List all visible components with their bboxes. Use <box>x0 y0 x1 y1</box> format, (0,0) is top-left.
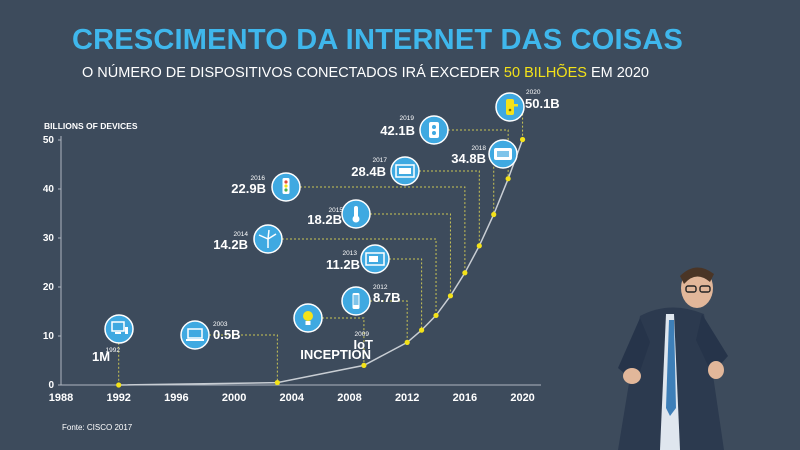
leader-line <box>282 238 437 316</box>
x-tick-label: 2020 <box>510 392 534 404</box>
value-label: 1M <box>92 349 110 364</box>
year-label: 2017 <box>373 157 388 164</box>
subtitle-highlight: 50 BILHÕES <box>503 65 587 81</box>
data-point <box>116 382 122 388</box>
data-point <box>476 243 482 249</box>
year-label: 2015 <box>329 207 344 214</box>
leader-line <box>370 213 451 296</box>
year-label: 2014 <box>234 231 249 238</box>
leader-line <box>419 170 480 246</box>
door-lock-icon <box>506 99 518 115</box>
value-label: 8.7B <box>373 290 400 305</box>
y-tick-label: 10 <box>43 331 55 342</box>
series-line <box>118 139 524 386</box>
year-label: 2013 <box>343 250 358 257</box>
y-axis-title: BILLIONS OF DEVICES <box>44 121 138 131</box>
year-label: 2009 <box>355 331 370 338</box>
x-tick-label: 1996 <box>164 392 188 404</box>
thermometer-icon <box>352 206 360 223</box>
y-tick-label: 20 <box>43 282 55 293</box>
data-point <box>462 270 468 276</box>
subtitle-text-start: O NÚMERO DE DISPOSITIVOS CONECTADOS IRÁ … <box>82 65 504 81</box>
data-point <box>519 136 526 143</box>
value-label: 11.2B <box>326 257 360 272</box>
year-label: 2012 <box>373 284 388 291</box>
value-label: 50.1B <box>525 96 560 111</box>
leader-line <box>370 300 408 343</box>
x-tick-label: 2008 <box>337 392 361 404</box>
value-label-2: INCEPTION <box>300 347 371 362</box>
speaker-icon <box>429 122 439 138</box>
computer-icon <box>111 321 128 334</box>
x-tick-label: 2016 <box>453 392 477 404</box>
leader-line <box>209 334 278 383</box>
lightbulb-icon <box>303 311 313 325</box>
laptop-icon <box>186 328 204 341</box>
leader-line <box>300 186 466 273</box>
y-tick-label: 50 <box>43 135 55 146</box>
page-subtitle: O NÚMERO DE DISPOSITIVOS CONECTADOS IRÁ … <box>82 65 649 81</box>
value-label: 14.2B <box>213 237 248 252</box>
year-label: 2003 <box>213 321 228 328</box>
year-label: 2018 <box>472 145 487 152</box>
data-point <box>404 339 410 345</box>
icon-circle <box>104 314 134 344</box>
icon-circle <box>180 320 210 350</box>
x-tick-label: 2000 <box>222 392 246 404</box>
value-label: 34.8B <box>451 151 486 166</box>
y-tick-label: 0 <box>48 380 54 391</box>
year-label: 2016 <box>251 175 266 182</box>
data-point <box>505 176 511 182</box>
y-tick-label: 40 <box>43 184 55 195</box>
value-label: 22.9B <box>231 181 266 196</box>
data-point <box>433 312 439 319</box>
tablet-icon <box>494 148 512 160</box>
value-label: IoT <box>354 337 374 352</box>
value-label: 18.2B <box>307 212 342 227</box>
traffic-light-icon <box>282 178 290 194</box>
y-tick-label: 30 <box>43 233 55 244</box>
year-label: 1992 <box>106 347 121 354</box>
x-tick-label: 2012 <box>395 392 419 404</box>
leader-line <box>322 317 365 366</box>
x-tick-label: 1992 <box>106 392 130 404</box>
data-point <box>419 327 425 333</box>
page-title: CRESCIMENTO DA INTERNET DAS COISAS <box>72 24 684 56</box>
microwave-icon <box>365 252 385 266</box>
subtitle-text-end: EM 2020 <box>586 65 649 81</box>
data-point <box>491 211 497 218</box>
businessman-figure <box>618 267 728 450</box>
data-point <box>274 379 280 386</box>
x-tick-label: 1988 <box>49 392 73 404</box>
wind-turbine-icon <box>258 229 277 248</box>
monitor-icon <box>395 164 415 178</box>
value-label: 42.1B <box>380 123 415 138</box>
leader-line <box>389 258 423 331</box>
year-label: 2019 <box>400 115 415 122</box>
x-tick-label: 2004 <box>280 392 305 404</box>
data-point <box>447 293 454 299</box>
smartphone-icon <box>352 293 360 309</box>
value-label: 28.4B <box>351 164 386 179</box>
source-note: Fonte: CISCO 2017 <box>62 423 133 432</box>
data-point <box>361 362 367 368</box>
value-label: 0.5B <box>213 327 240 342</box>
year-label: 2020 <box>526 89 541 96</box>
